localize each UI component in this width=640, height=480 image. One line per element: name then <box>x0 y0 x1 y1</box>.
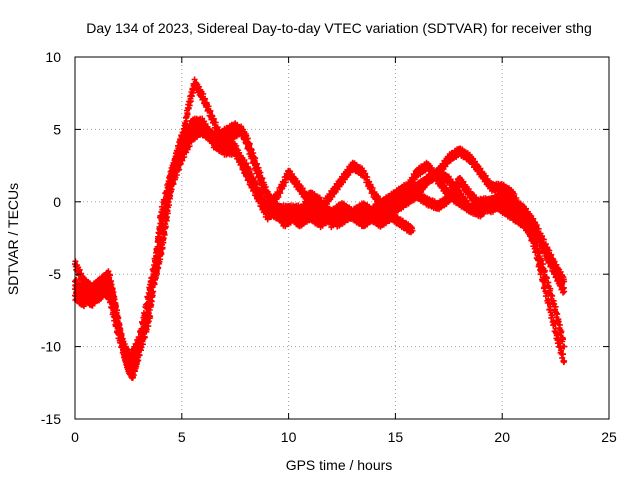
grid <box>75 57 609 419</box>
y-axis-label: SDTVAR / TECUs <box>5 183 21 295</box>
series-markers <box>146 122 416 294</box>
x-tick-label: 5 <box>178 429 186 445</box>
axis-ticks: 0 5 10 15 20 25 -15 -10 -5 0 5 10 <box>41 49 617 445</box>
y-tick-label: 0 <box>53 194 61 210</box>
y-tick-label: 10 <box>45 49 61 65</box>
y-tick-label: -10 <box>41 339 61 355</box>
x-tick-label: 10 <box>281 429 297 445</box>
chart-title: Day 134 of 2023, Sidereal Day-to-day VTE… <box>86 20 592 36</box>
x-tick-label: 20 <box>494 429 510 445</box>
x-tick-label: 15 <box>388 429 404 445</box>
y-tick-label: 5 <box>53 121 61 137</box>
x-axis-label: GPS time / hours <box>286 457 393 473</box>
plot-frame <box>74 56 610 420</box>
x-tick-label: 25 <box>601 429 617 445</box>
series-trace-5 <box>146 122 416 294</box>
y-tick-label: -15 <box>41 411 61 427</box>
y-tick-label: -5 <box>49 266 62 282</box>
x-tick-label: 0 <box>71 429 79 445</box>
